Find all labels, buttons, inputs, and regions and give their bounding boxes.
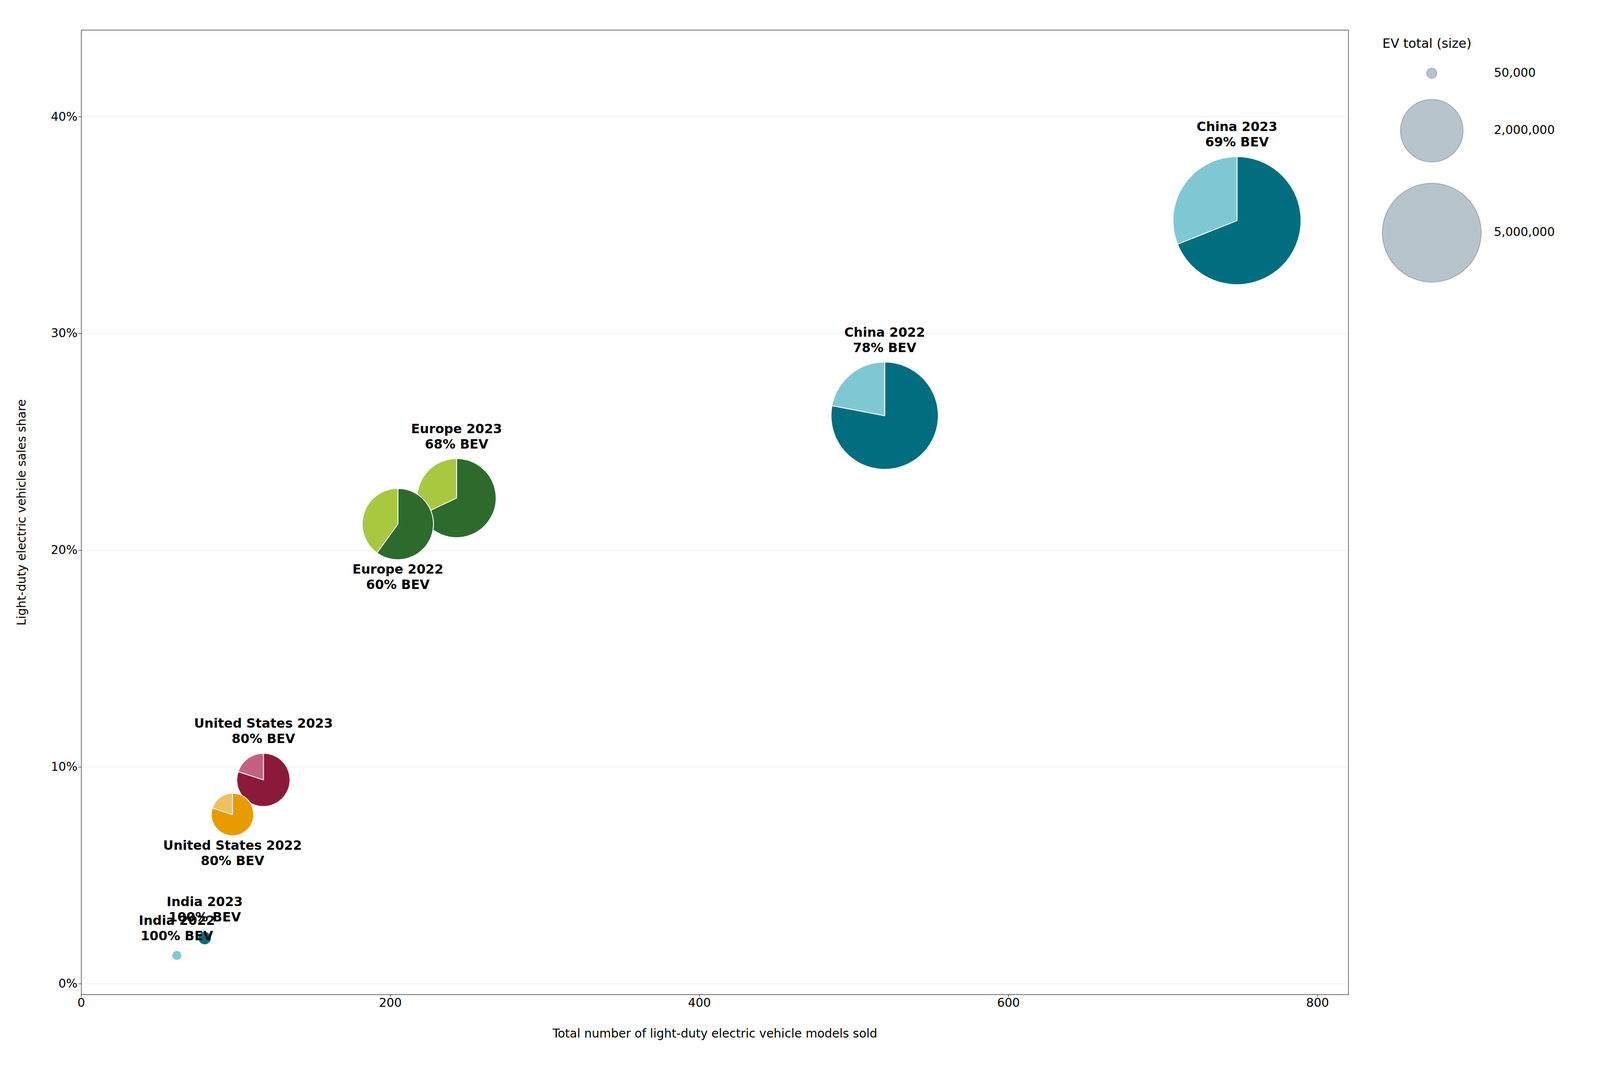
svg-text:Europe 2022: Europe 2022 [352,561,444,577]
svg-text:30%: 30% [50,325,78,341]
svg-text:0: 0 [77,995,86,1010]
svg-text:India 2023: India 2023 [166,893,243,909]
svg-text:78% BEV: 78% BEV [852,340,917,355]
svg-text:United States 2022: United States 2022 [162,837,302,853]
svg-text:100% BEV: 100% BEV [140,928,214,943]
svg-text:20%: 20% [50,542,78,557]
svg-text:200: 200 [378,995,402,1010]
svg-text:5,000,000: 5,000,000 [1493,224,1555,239]
svg-text:China 2022: China 2022 [844,324,926,340]
svg-text:United States 2023: United States 2023 [194,715,333,731]
svg-text:China 2023: China 2023 [1196,119,1278,134]
svg-text:80% BEV: 80% BEV [231,730,296,746]
svg-text:800: 800 [1306,995,1329,1010]
svg-text:0%: 0% [58,976,78,991]
svg-text:50,000: 50,000 [1493,65,1536,80]
svg-text:80% BEV: 80% BEV [200,852,265,868]
svg-text:40%: 40% [50,109,78,124]
svg-text:Europe 2023: Europe 2023 [411,421,503,437]
svg-text:India 2022: India 2022 [138,912,215,928]
svg-text:10%: 10% [50,759,78,774]
svg-text:2,000,000: 2,000,000 [1493,122,1555,137]
svg-text:EV total (size): EV total (size) [1382,35,1472,51]
svg-text:600: 600 [997,995,1020,1010]
svg-text:60% BEV: 60% BEV [366,576,431,592]
svg-text:69% BEV: 69% BEV [1205,134,1270,150]
svg-text:400: 400 [688,995,711,1010]
svg-text:Light-duty electric vehicle sa: Light-duty electric vehicle sales share [14,398,29,626]
svg-text:68% BEV: 68% BEV [424,436,489,452]
svg-text:Total number of light-duty ele: Total number of light-duty electric vehi… [552,1026,878,1041]
